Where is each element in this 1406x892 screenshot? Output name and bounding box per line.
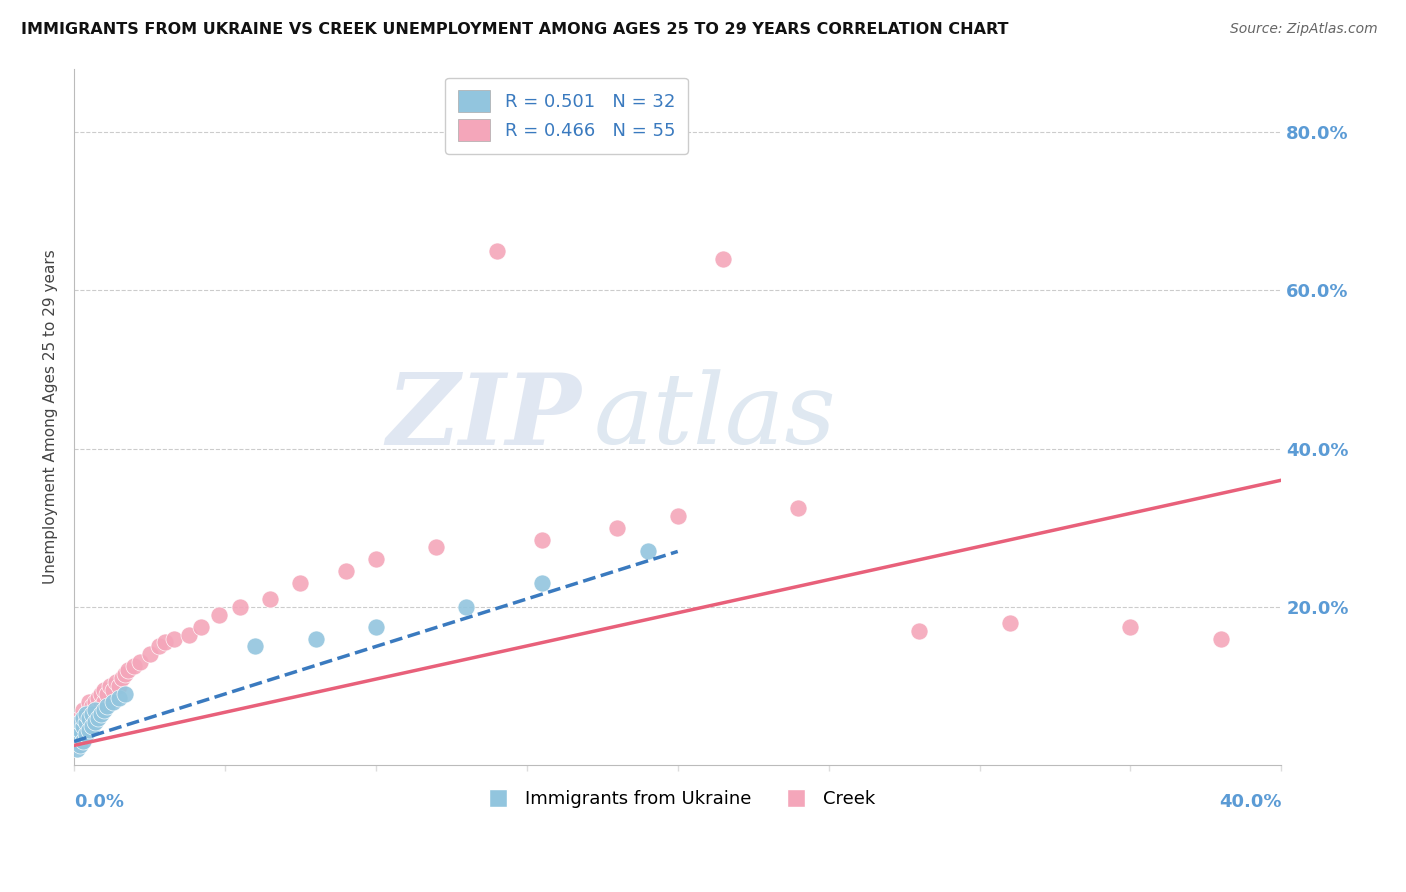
Point [69, 726, 91, 740]
Point [111, 671, 134, 685]
Point [124, 659, 146, 673]
Point [177, 627, 200, 641]
Point [243, 640, 266, 654]
Point [530, 533, 553, 547]
Point [1209, 632, 1232, 646]
Point [84, 714, 107, 729]
Point [72, 734, 94, 748]
Point [96, 687, 118, 701]
Point [66, 718, 89, 732]
Point [114, 667, 136, 681]
Point [77, 703, 100, 717]
Point [69, 711, 91, 725]
Point [82, 711, 104, 725]
Point [69, 714, 91, 729]
Text: 40.0%: 40.0% [1219, 793, 1281, 811]
Point [75, 706, 97, 721]
Point [190, 620, 212, 634]
Point [259, 591, 281, 606]
Point [153, 635, 176, 649]
Point [75, 726, 97, 740]
Point [87, 711, 110, 725]
Point [93, 695, 115, 709]
Point [103, 683, 125, 698]
Point [114, 687, 136, 701]
Point [998, 615, 1021, 630]
Point [69, 723, 91, 737]
Point [84, 703, 107, 717]
Point [103, 695, 125, 709]
Point [69, 739, 91, 753]
Point [75, 723, 97, 737]
Point [77, 711, 100, 725]
Y-axis label: Unemployment Among Ages 25 to 29 years: Unemployment Among Ages 25 to 29 years [44, 250, 58, 584]
Point [72, 718, 94, 732]
Point [98, 679, 121, 693]
Point [75, 714, 97, 729]
Point [72, 711, 94, 725]
Point [87, 690, 110, 705]
Point [77, 714, 100, 729]
Point [66, 739, 89, 753]
Point [530, 576, 553, 591]
Point [108, 690, 131, 705]
Point [711, 252, 734, 266]
Point [72, 714, 94, 729]
Text: atlas: atlas [593, 369, 837, 465]
Text: ZIP: ZIP [387, 368, 581, 465]
Point [229, 599, 252, 614]
Point [82, 718, 104, 732]
Point [93, 683, 115, 698]
Point [66, 734, 89, 748]
Point [364, 552, 387, 566]
Point [75, 706, 97, 721]
Point [105, 675, 128, 690]
Point [108, 679, 131, 693]
Point [72, 734, 94, 748]
Point [90, 698, 112, 713]
Text: 0.0%: 0.0% [75, 793, 124, 811]
Point [90, 687, 112, 701]
Point [77, 723, 100, 737]
Point [96, 698, 118, 713]
Point [456, 599, 478, 614]
Point [485, 244, 508, 258]
Point [93, 703, 115, 717]
Point [364, 620, 387, 634]
Point [72, 703, 94, 717]
Point [66, 742, 89, 756]
Point [77, 695, 100, 709]
Point [66, 726, 89, 740]
Point [117, 663, 139, 677]
Point [69, 731, 91, 745]
Point [290, 576, 312, 591]
Point [208, 607, 231, 622]
Point [84, 706, 107, 721]
Point [163, 632, 186, 646]
Point [606, 521, 628, 535]
Legend: Immigrants from Ukraine, Creek: Immigrants from Ukraine, Creek [472, 783, 883, 815]
Point [87, 703, 110, 717]
Point [1119, 620, 1142, 634]
Point [82, 698, 104, 713]
Point [129, 655, 152, 669]
Point [148, 640, 170, 654]
Point [304, 632, 326, 646]
Point [637, 544, 659, 558]
Text: IMMIGRANTS FROM UKRAINE VS CREEK UNEMPLOYMENT AMONG AGES 25 TO 29 YEARS CORRELAT: IMMIGRANTS FROM UKRAINE VS CREEK UNEMPLO… [21, 22, 1008, 37]
Point [90, 706, 112, 721]
Point [138, 648, 160, 662]
Point [666, 508, 689, 523]
Text: Source: ZipAtlas.com: Source: ZipAtlas.com [1230, 22, 1378, 37]
Point [787, 500, 810, 515]
Point [82, 706, 104, 721]
Point [335, 564, 357, 578]
Point [84, 695, 107, 709]
Point [425, 541, 447, 555]
Point [908, 624, 931, 638]
